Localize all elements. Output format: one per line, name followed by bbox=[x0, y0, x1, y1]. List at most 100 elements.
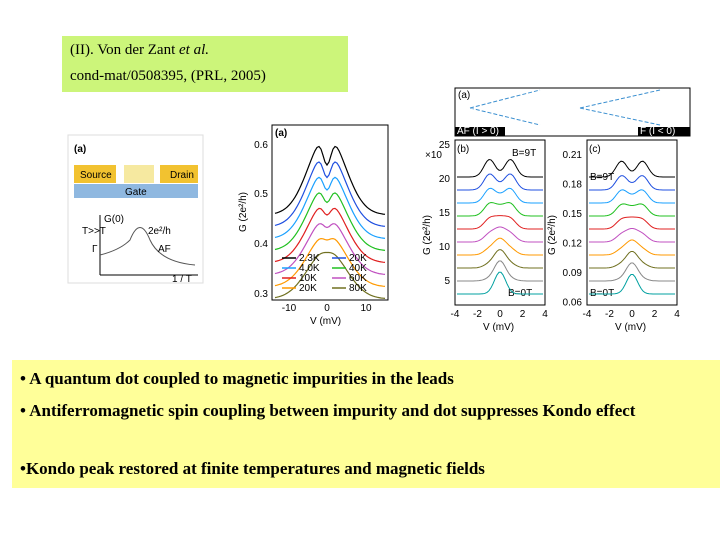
x-tick: 2 bbox=[520, 309, 526, 320]
y-tick: 0.6 bbox=[254, 140, 268, 151]
curve bbox=[274, 145, 386, 215]
title: (II). Von der Zant et al. bbox=[70, 42, 209, 59]
panel-label: (c) bbox=[589, 144, 601, 155]
y-tick: 0.09 bbox=[563, 268, 583, 279]
header-box: (II). Von der Zant et al. cond-mat/05083… bbox=[62, 36, 348, 92]
g0-label: G(0) bbox=[104, 214, 124, 225]
x-label-v: V bbox=[310, 316, 317, 327]
legend-label: 80K bbox=[349, 283, 367, 294]
axis-label: 1 / T bbox=[172, 274, 192, 285]
y-tick: 0.15 bbox=[563, 209, 583, 220]
x-tick: 2 bbox=[652, 309, 658, 320]
field-label: B=9T bbox=[590, 172, 614, 183]
x-tick: 0 bbox=[629, 309, 635, 320]
curve bbox=[457, 215, 543, 230]
curve bbox=[589, 239, 675, 256]
panel-label: (a) bbox=[74, 144, 86, 155]
curve bbox=[274, 161, 386, 227]
y-tick: 0.12 bbox=[563, 239, 583, 250]
x-label: V (mV) bbox=[483, 322, 514, 333]
curve bbox=[274, 207, 386, 263]
x-tick: 4 bbox=[542, 309, 548, 320]
curve bbox=[589, 216, 675, 230]
high-t-label: T>>T bbox=[82, 226, 106, 237]
curve bbox=[457, 237, 543, 256]
y-tick: 5 bbox=[444, 276, 450, 287]
peak-label: 2e²/h bbox=[148, 226, 171, 237]
legend-label: 10K bbox=[299, 273, 317, 284]
legend-label: 4.0K bbox=[299, 263, 320, 274]
schematic: (a) Source Drain Gate G(0) T>>T 2e²/h Γ … bbox=[67, 134, 204, 285]
curve bbox=[589, 262, 675, 282]
curve bbox=[589, 175, 675, 191]
field-label: B=9T bbox=[512, 148, 536, 159]
y-tick: 25 bbox=[439, 140, 451, 151]
bullet: • Antiferromagnetic spin coupling betwee… bbox=[20, 401, 636, 420]
x-label-v: V bbox=[615, 322, 622, 333]
x-tick: 0 bbox=[497, 309, 503, 320]
x-tick: -4 bbox=[451, 309, 460, 320]
x-label-v: V bbox=[483, 322, 490, 333]
y-tick: 15 bbox=[439, 208, 451, 219]
curve bbox=[589, 189, 675, 204]
title-text: (II). Von der Zant bbox=[70, 42, 179, 58]
bullet-box: • A quantum dot coupled to magnetic impu… bbox=[12, 360, 720, 488]
plot-middle: (a) G (2e²/h) 0.6 0.5 0.4 0.3 -10 0 10 V… bbox=[238, 124, 389, 327]
y-tick: 0.4 bbox=[254, 239, 268, 250]
curve bbox=[274, 192, 386, 251]
y-tick: 20 bbox=[439, 174, 451, 185]
bullet: •Kondo peak restored at finite temperatu… bbox=[20, 459, 485, 478]
y-label: G (2e²/h) bbox=[422, 215, 433, 255]
af-label: AF bbox=[158, 244, 171, 255]
legend-label: 40K bbox=[349, 263, 367, 274]
y-label: G (2e²/h) bbox=[238, 192, 249, 232]
x-tick: -2 bbox=[473, 309, 482, 320]
y-tick: 0.5 bbox=[254, 189, 268, 200]
curve bbox=[274, 176, 386, 239]
legend-label: 20K bbox=[299, 283, 317, 294]
x-label-unit: (mV) bbox=[317, 316, 341, 327]
x-tick: -10 bbox=[282, 303, 297, 314]
x-tick: 0 bbox=[324, 303, 330, 314]
strip-label: (a) bbox=[458, 90, 470, 101]
curve bbox=[457, 201, 543, 217]
curve bbox=[589, 228, 675, 243]
x-label-unit: (mV) bbox=[490, 322, 514, 333]
legend-label: 2.3K bbox=[299, 253, 320, 264]
curve bbox=[589, 160, 675, 178]
y-tick: 10 bbox=[439, 242, 451, 253]
x-tick: -4 bbox=[583, 309, 592, 320]
curve bbox=[274, 237, 386, 287]
af-label: AF (I > 0) bbox=[457, 126, 499, 137]
drain-label: Drain bbox=[170, 170, 194, 181]
legend-label: 20K bbox=[349, 253, 367, 264]
title-italic: et al. bbox=[179, 42, 209, 58]
y-tick: 0.21 bbox=[563, 150, 583, 161]
curve bbox=[589, 203, 675, 217]
curve bbox=[457, 226, 543, 243]
y-label: G (2e²/h) bbox=[547, 215, 558, 255]
panel-label: (a) bbox=[275, 128, 287, 139]
curve bbox=[457, 260, 543, 282]
x-label: V (mV) bbox=[615, 322, 646, 333]
scale-label: ×10 bbox=[425, 150, 442, 161]
curve bbox=[274, 223, 386, 275]
x-tick: 4 bbox=[674, 309, 680, 320]
curve bbox=[457, 158, 543, 178]
curve bbox=[589, 274, 675, 295]
curve bbox=[589, 251, 675, 269]
y-tick: 0.3 bbox=[254, 289, 268, 300]
curve bbox=[457, 187, 543, 204]
y-tick: 0.06 bbox=[563, 298, 583, 309]
reference: cond-mat/0508395, (PRL, 2005) bbox=[70, 68, 266, 84]
gamma-label: Γ bbox=[92, 244, 98, 255]
x-label: V (mV) bbox=[310, 316, 341, 327]
plot-right: (a) AF (I > 0) F (I < 0) (b) (c) B=9T B=… bbox=[422, 87, 691, 333]
curve bbox=[457, 271, 543, 295]
curve bbox=[457, 173, 543, 191]
x-tick: 10 bbox=[360, 303, 372, 314]
x-label-unit: (mV) bbox=[622, 322, 646, 333]
gate-label: Gate bbox=[125, 187, 147, 198]
